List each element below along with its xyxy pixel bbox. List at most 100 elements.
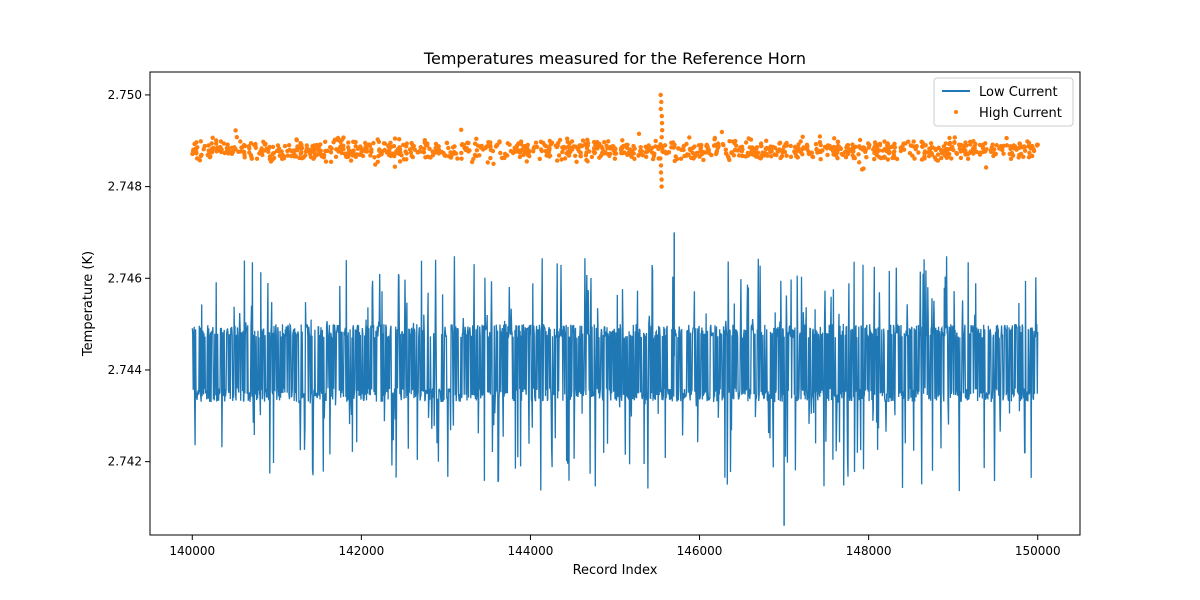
high-current-point	[898, 148, 904, 154]
high-current-point	[739, 144, 745, 149]
high-current-point	[701, 157, 706, 163]
high-current-point	[705, 146, 711, 151]
high-current-point	[210, 135, 215, 140]
high-current-point	[759, 143, 764, 149]
high-current-point	[328, 159, 334, 164]
high-current-point	[300, 145, 305, 151]
high-current-point	[369, 147, 374, 152]
high-current-point	[568, 149, 573, 155]
high-current-point	[892, 145, 898, 150]
high-current-point	[346, 140, 351, 145]
high-current-point	[328, 145, 333, 150]
high-current-point	[276, 146, 282, 151]
high-current-outlier	[659, 120, 665, 126]
high-current-point	[280, 152, 285, 157]
high-current-point	[719, 129, 725, 135]
high-current-point	[669, 140, 674, 145]
high-current-point	[662, 143, 668, 148]
high-current-point	[1008, 146, 1013, 151]
high-current-point	[533, 140, 539, 145]
high-current-point	[516, 148, 522, 153]
high-current-point	[980, 145, 986, 151]
high-current-point	[857, 137, 863, 143]
high-current-point	[505, 141, 510, 146]
high-current-point	[318, 142, 323, 147]
high-current-point	[788, 154, 794, 159]
high-current-point	[745, 153, 751, 158]
y-tick-label: 2.744	[108, 363, 142, 377]
high-current-point	[632, 156, 637, 161]
high-current-point	[446, 145, 451, 151]
high-current-outlier	[659, 135, 664, 140]
high-current-point	[525, 142, 530, 148]
high-current-point	[892, 141, 897, 146]
high-current-point	[353, 139, 358, 145]
high-current-point	[331, 140, 336, 145]
high-current-point	[474, 136, 479, 141]
high-current-point	[1007, 151, 1012, 157]
high-current-point	[947, 135, 952, 141]
high-current-point	[348, 158, 354, 163]
high-current-point	[885, 141, 890, 146]
high-current-point	[784, 143, 790, 148]
high-current-point	[935, 152, 941, 157]
x-tick-label: 140000	[169, 544, 215, 558]
high-current-point	[286, 143, 292, 148]
high-current-point	[195, 145, 200, 150]
high-current-point	[214, 141, 219, 146]
high-current-outlier	[658, 163, 664, 168]
high-current-point	[517, 154, 523, 160]
y-tick-label: 2.748	[108, 180, 142, 194]
chart-title: Temperatures measured for the Reference …	[423, 49, 806, 68]
high-current-point	[566, 153, 572, 158]
high-current-point	[578, 154, 583, 159]
high-current-point	[818, 149, 823, 155]
high-current-point	[939, 148, 944, 153]
high-current-point	[692, 152, 697, 158]
high-current-point	[1001, 143, 1006, 149]
high-current-point	[891, 150, 896, 155]
high-current-point	[749, 149, 754, 154]
high-current-point	[194, 156, 200, 161]
high-current-point	[427, 146, 432, 151]
high-current-point	[439, 149, 444, 155]
high-current-outlier	[658, 170, 664, 175]
high-current-point	[233, 128, 238, 133]
high-current-point	[391, 143, 397, 149]
high-current-point	[407, 147, 413, 152]
high-current-point	[707, 151, 712, 156]
high-current-point	[227, 149, 232, 155]
high-current-point	[765, 153, 770, 158]
high-current-point	[404, 141, 409, 146]
high-current-point	[285, 153, 290, 158]
high-current-point	[690, 145, 696, 151]
high-current-point	[784, 153, 789, 158]
high-current-point	[974, 149, 979, 155]
high-current-outlier	[658, 106, 663, 112]
high-current-point	[941, 144, 947, 149]
high-current-point	[358, 146, 364, 151]
high-current-point	[804, 142, 810, 147]
high-current-point	[900, 144, 905, 149]
high-current-point	[650, 156, 656, 162]
plot-frame	[149, 71, 1081, 536]
high-current-point	[672, 144, 677, 149]
x-tick-label: 150000	[1015, 544, 1061, 558]
high-current-outlier	[658, 142, 663, 147]
high-current-point	[253, 145, 258, 150]
high-current-point	[858, 146, 864, 151]
high-current-point	[798, 139, 803, 144]
high-current-point	[591, 149, 597, 154]
high-current-point	[303, 153, 308, 158]
high-current-point	[503, 152, 508, 157]
high-current-point	[368, 153, 373, 158]
high-current-point	[263, 141, 268, 147]
high-current-point	[391, 151, 396, 156]
y-axis: 2.742 2.744 2.746 2.748 2.750	[108, 88, 150, 469]
high-current-point	[913, 145, 918, 150]
high-current-point	[882, 139, 887, 144]
high-current-point	[1026, 140, 1032, 146]
high-current-point	[206, 143, 211, 148]
high-current-point	[800, 134, 805, 139]
high-current-point	[952, 135, 957, 140]
